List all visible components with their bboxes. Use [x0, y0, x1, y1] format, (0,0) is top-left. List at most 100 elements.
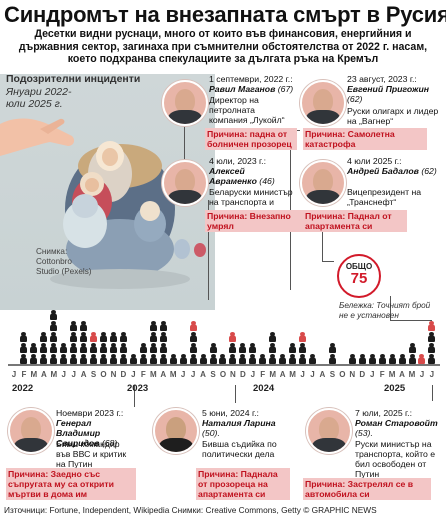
incident-marker — [110, 343, 117, 353]
incident-marker — [40, 354, 48, 364]
incident-marker — [428, 354, 436, 364]
profile-cause: Причина: Паднал от апартамента си — [303, 210, 407, 232]
total-badge: ОБЩО 75 — [337, 254, 381, 298]
incident-marker — [368, 354, 376, 364]
incident-marker — [408, 354, 416, 364]
incident-marker — [80, 332, 88, 342]
incident-marker — [428, 343, 436, 353]
incident-marker — [119, 332, 127, 342]
profile-name: Наталия Ларина (50). — [202, 418, 276, 438]
figure-caption-range: Януари 2022- юли 2025 г. — [6, 86, 72, 110]
connector-line — [322, 261, 334, 262]
incident-marker — [50, 343, 58, 353]
incident-marker — [30, 343, 38, 353]
month-label: F — [140, 370, 146, 379]
incident-marker — [199, 354, 207, 364]
incident-marker — [70, 354, 78, 364]
month-label: S — [329, 370, 336, 379]
month-label: M — [388, 370, 396, 379]
incident-marker — [219, 354, 227, 364]
incident-marker — [50, 310, 58, 320]
month-label: J — [11, 370, 17, 379]
month-label: M — [30, 370, 38, 379]
month-label: N — [110, 370, 117, 379]
page-title: Синдромът на внезапната смърт в Русия — [4, 2, 446, 27]
total-value: 75 — [350, 270, 368, 287]
profile-description: Руски олигарх и лидер на „Вагнер“ — [347, 106, 439, 126]
incident-marker — [269, 343, 277, 353]
profile-cause: Причина: Застрелял се в автомобила си — [303, 478, 431, 500]
month-label: J — [61, 370, 66, 379]
month-label: J — [429, 370, 435, 379]
incident-marker — [279, 354, 287, 364]
incident-marker — [159, 332, 167, 342]
month-label: F — [21, 370, 27, 379]
profile-date: 5 юни, 2024 г.: — [202, 408, 259, 418]
incident-marker — [50, 321, 58, 331]
incident-marker — [259, 354, 267, 364]
avatar — [162, 160, 208, 206]
incident-marker — [378, 354, 386, 364]
incident-marker — [239, 343, 247, 353]
incident-marker — [149, 332, 157, 342]
incident-marker — [269, 354, 277, 364]
month-label: F — [260, 370, 266, 379]
total-label: ОБЩО — [345, 262, 373, 271]
incident-marker — [398, 354, 406, 364]
month-label: O — [219, 370, 227, 379]
profile-name: Генерал Владимир Свиридов (68) — [56, 418, 118, 448]
incident-marker — [50, 354, 58, 364]
connector-line — [390, 296, 391, 320]
profile-description: Директор на петролната компания „Лукойл“ — [209, 95, 285, 125]
avatar — [8, 408, 54, 454]
month-label: J — [180, 370, 186, 379]
year-label: 2024 — [253, 383, 275, 394]
avatar — [153, 408, 199, 454]
month-label: D — [359, 370, 366, 379]
incident-marker — [289, 343, 297, 353]
incident-marker — [60, 343, 68, 353]
incident-marker — [348, 354, 356, 364]
month-label: O — [100, 370, 107, 379]
matryoshka-illustration — [0, 118, 206, 289]
month-label: M — [408, 370, 416, 379]
incident-marker — [20, 354, 28, 364]
profile-date: 23 август, 2023 г.: — [347, 74, 417, 84]
profile-cause: Причина: Заедно със съпругата му са откр… — [6, 468, 136, 500]
incident-marker — [70, 343, 78, 353]
incident-marker — [100, 332, 108, 342]
month-label: S — [90, 370, 97, 379]
profile-name: Роман Старовойт (53). — [355, 418, 438, 438]
connector-line — [432, 385, 433, 401]
incident-marker — [249, 354, 257, 364]
incident-marker — [90, 343, 98, 353]
month-label: J — [71, 370, 76, 379]
incident-marker — [209, 343, 217, 353]
month-label: A — [399, 370, 405, 379]
incident-marker — [249, 343, 257, 353]
connector-line — [184, 110, 185, 190]
incident-marker — [50, 332, 58, 342]
profile-name: Равил Маганов (67) — [209, 84, 294, 94]
profile-cause: Причина: Самолетна катастрофа — [303, 128, 427, 150]
month-label: A — [160, 370, 167, 379]
month-label: N — [230, 370, 236, 379]
figure-caption-title: Подозрителни инциденти — [6, 73, 141, 85]
connector-line — [235, 385, 236, 403]
incident-marker — [299, 343, 307, 353]
page-subtitle: Десетки видни руснаци, много от които въ… — [18, 28, 428, 65]
avatar — [162, 80, 208, 126]
incident-marker — [90, 354, 98, 364]
incident-marker — [100, 354, 108, 364]
month-label: A — [80, 370, 87, 379]
incident-marker — [428, 332, 436, 342]
incident-marker — [179, 354, 187, 364]
month-label: D — [239, 370, 246, 379]
incident-marker — [229, 354, 237, 364]
avatar — [300, 160, 346, 206]
incident-marker — [139, 354, 147, 364]
month-label: A — [200, 370, 206, 379]
incident-marker — [30, 354, 38, 364]
